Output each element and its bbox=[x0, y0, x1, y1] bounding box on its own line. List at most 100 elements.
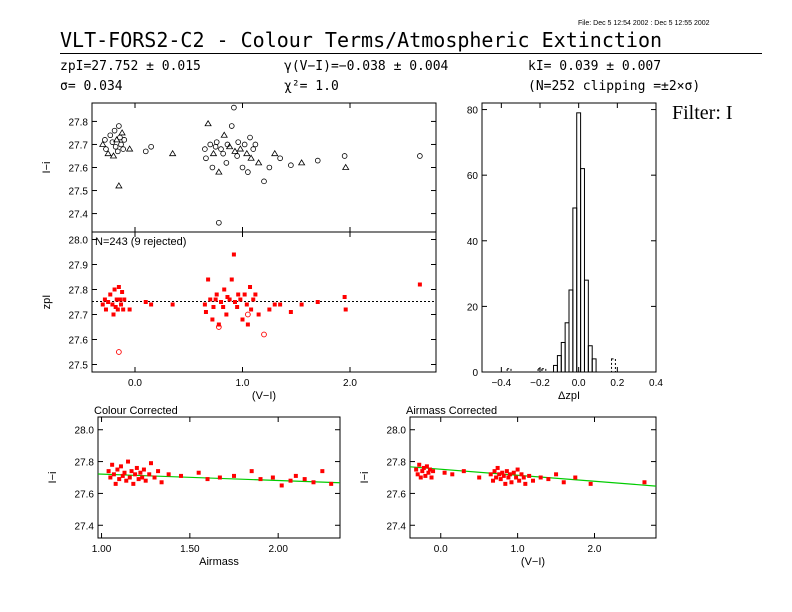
data-point bbox=[112, 143, 119, 150]
data-point bbox=[115, 148, 121, 155]
data-point bbox=[120, 290, 125, 294]
data-point bbox=[104, 149, 112, 157]
data-point bbox=[343, 307, 348, 312]
y-axis-label: I−i bbox=[41, 162, 53, 174]
data-point bbox=[202, 302, 207, 307]
data-point bbox=[228, 123, 235, 129]
data-point bbox=[236, 292, 241, 297]
y-tick-label: 40 bbox=[467, 237, 479, 248]
data-point bbox=[279, 483, 284, 488]
data-point bbox=[122, 470, 127, 475]
data-point bbox=[213, 297, 218, 302]
chart-raw: 27.4 27.5 27.6 27.7 27.8 I−i bbox=[41, 102, 437, 233]
data-point bbox=[120, 473, 125, 478]
y-tick-label: 27.8 bbox=[69, 117, 89, 128]
data-point bbox=[277, 155, 283, 162]
y-tick-label: 27.8 bbox=[387, 458, 407, 469]
data-point bbox=[127, 307, 132, 312]
y-tick-label: 80 bbox=[467, 106, 479, 117]
data-point bbox=[249, 307, 254, 312]
y-tick-label: 27.4 bbox=[75, 521, 95, 532]
histogram-bar bbox=[591, 358, 597, 373]
data-point bbox=[314, 157, 321, 164]
data-point bbox=[252, 141, 259, 148]
y-tick-label: 27.5 bbox=[69, 187, 89, 198]
data-point bbox=[231, 147, 239, 154]
rejected-point bbox=[261, 331, 267, 338]
data-point bbox=[491, 478, 496, 483]
panel-title: Colour Corrected bbox=[94, 405, 178, 417]
data-point bbox=[461, 469, 466, 474]
data-point bbox=[212, 143, 219, 150]
data-point bbox=[121, 307, 126, 312]
data-point bbox=[225, 142, 234, 150]
data-point bbox=[117, 477, 122, 482]
x-tick-label: 2.00 bbox=[268, 544, 288, 555]
data-point bbox=[205, 477, 210, 482]
extinction-value: kI= 0.039 ± 0.007 bbox=[528, 59, 662, 74]
y-tick-label: 27.7 bbox=[69, 311, 89, 322]
data-point bbox=[116, 285, 121, 289]
data-point bbox=[113, 305, 118, 309]
x-tick-label: −0.4 bbox=[491, 378, 511, 389]
data-point bbox=[488, 472, 493, 477]
data-point bbox=[124, 478, 129, 483]
data-point bbox=[242, 292, 247, 297]
colour-term-value: γ(V−I)=−0.038 ± 0.004 bbox=[284, 59, 449, 74]
y-tick-label: 27.7 bbox=[69, 140, 89, 151]
chart-airmass: 27.4 27.6 27.8 28.0 1.00 1.50 2.00 Airmass I−i Co… bbox=[47, 405, 341, 568]
data-point bbox=[100, 302, 105, 307]
y-tick-label: 27.6 bbox=[69, 164, 89, 175]
data-point bbox=[442, 470, 447, 475]
y-axis-label: I−i bbox=[47, 472, 59, 484]
data-point bbox=[240, 317, 245, 322]
data-point bbox=[527, 473, 532, 478]
data-point bbox=[546, 477, 551, 482]
data-point bbox=[507, 472, 512, 477]
chart-colour-term: 27.5 27.6 27.7 27.8 27.9 28.0 0.0 1.0 2.0 (V−I) zp… bbox=[41, 231, 437, 402]
data-point bbox=[573, 475, 578, 480]
data-point bbox=[129, 469, 134, 474]
data-point bbox=[203, 310, 208, 314]
y-axis-label: I−i bbox=[359, 472, 371, 484]
data-point bbox=[243, 149, 251, 157]
data-point bbox=[118, 464, 123, 469]
x-axis-label: (V−I) bbox=[252, 390, 276, 402]
data-point bbox=[495, 465, 500, 470]
data-point bbox=[113, 481, 118, 486]
data-point bbox=[420, 469, 425, 474]
y-tick-label: 60 bbox=[467, 171, 479, 182]
page-title: VLT-FORS2-C2 - Colour Terms/Atmospheric … bbox=[60, 28, 663, 52]
file-timestamp: File: Dec 5 12:54 2002 : Dec 5 12:55 200… bbox=[578, 20, 710, 27]
data-point bbox=[209, 149, 218, 157]
data-point bbox=[136, 477, 141, 482]
data-point bbox=[224, 312, 229, 317]
data-point bbox=[424, 464, 429, 469]
data-point bbox=[239, 164, 246, 171]
y-tick-label: 27.8 bbox=[69, 286, 89, 297]
x-tick-label: 1.50 bbox=[180, 544, 200, 555]
data-point bbox=[125, 145, 134, 152]
data-point bbox=[107, 132, 114, 139]
data-point bbox=[501, 473, 506, 478]
histogram-bar bbox=[580, 168, 585, 373]
data-point bbox=[271, 149, 279, 157]
data-point bbox=[108, 475, 113, 480]
data-point bbox=[118, 129, 126, 136]
data-point bbox=[254, 159, 263, 166]
data-point bbox=[116, 123, 122, 129]
data-point bbox=[152, 475, 157, 480]
data-point bbox=[238, 297, 243, 302]
data-point bbox=[431, 469, 436, 474]
x-tick-label: 0.0 bbox=[572, 378, 586, 389]
title-rule bbox=[60, 53, 762, 54]
data-point bbox=[211, 305, 216, 309]
data-point bbox=[118, 141, 124, 148]
data-point bbox=[115, 307, 120, 312]
data-point bbox=[561, 480, 566, 485]
x-tick-label: 0.0 bbox=[434, 544, 448, 555]
y-tick-label: 27.9 bbox=[69, 261, 89, 272]
data-point bbox=[159, 480, 164, 485]
data-point bbox=[494, 475, 499, 480]
